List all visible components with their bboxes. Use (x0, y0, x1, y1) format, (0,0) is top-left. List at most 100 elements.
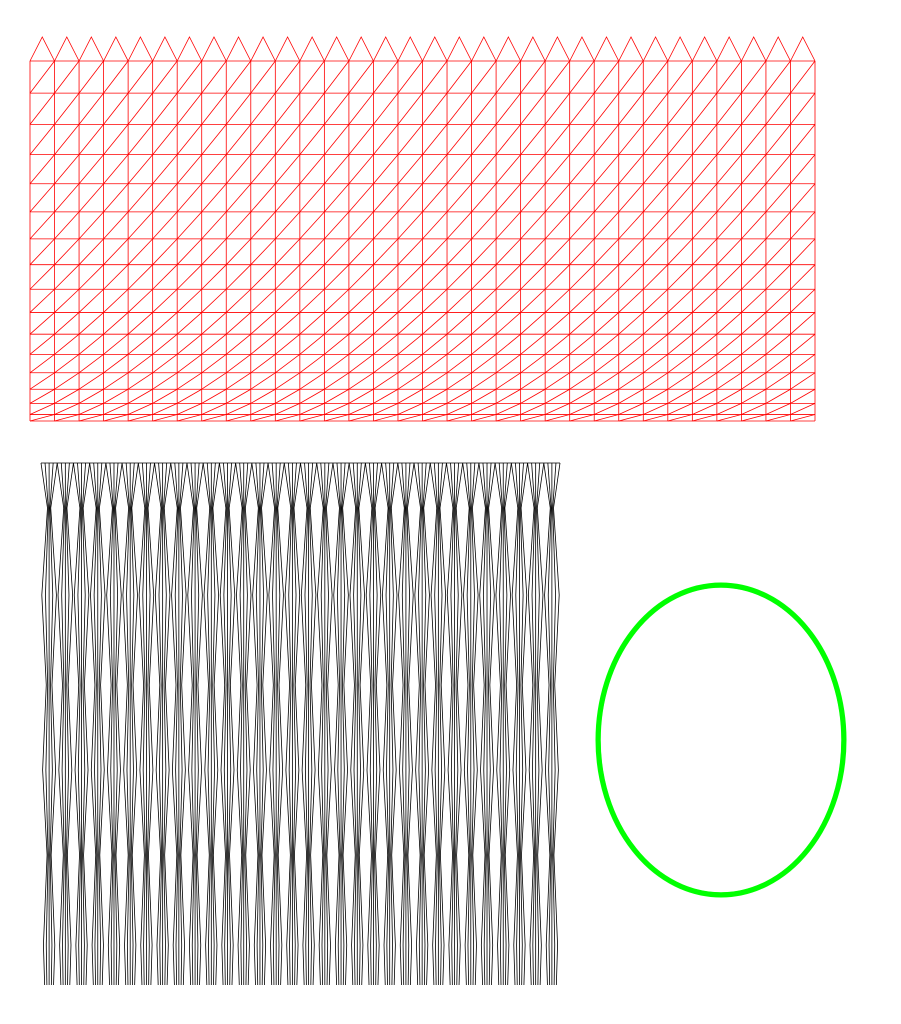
mesh-diagonal (471, 92, 497, 125)
mesh-diagonal (643, 288, 669, 313)
mesh-diagonal (716, 333, 742, 355)
mesh-diagonal (29, 388, 55, 404)
mesh-diagonal (250, 288, 276, 313)
mesh-diagonal (790, 333, 816, 355)
strand-line (131, 462, 139, 986)
strand-line (358, 462, 366, 986)
mesh-cap-triangle (495, 36, 521, 62)
mesh-cap-triangle (446, 36, 472, 62)
mesh-diagonal (618, 124, 644, 155)
mesh-diagonal (790, 288, 816, 313)
strand-line (196, 462, 204, 986)
strand-line (137, 462, 146, 986)
mesh-diagonal (446, 312, 472, 335)
mesh-diagonal (495, 372, 521, 390)
mesh-cap-triangle (225, 36, 252, 62)
strand-line (115, 462, 123, 986)
mesh-diagonal (716, 92, 742, 125)
mesh-diagonal (716, 388, 742, 404)
mesh-diagonal (544, 333, 570, 355)
mesh-diagonal (422, 264, 448, 290)
mesh-diagonal (29, 312, 55, 335)
mesh-diagonal (544, 124, 570, 155)
mesh-diagonal (54, 60, 80, 94)
mesh-diagonal (299, 414, 325, 422)
mesh-diagonal (765, 388, 791, 404)
mesh-diagonal (593, 92, 620, 125)
mesh-diagonal (103, 124, 129, 155)
mesh-diagonal (29, 372, 55, 390)
mesh-diagonal (446, 92, 472, 125)
mesh-diagonal (127, 354, 153, 374)
mesh-diagonal (471, 264, 497, 290)
mesh-diagonal (544, 154, 570, 185)
mesh-diagonal (299, 354, 325, 374)
mesh-diagonal (373, 60, 399, 94)
strand-line (50, 462, 58, 986)
mesh-diagonal (176, 92, 203, 125)
strand-line (300, 462, 308, 986)
mesh-diagonal (103, 183, 129, 213)
mesh-diagonal (103, 92, 129, 125)
mesh-diagonal (593, 154, 620, 185)
mesh-diagonal (446, 333, 472, 355)
mesh-diagonal (275, 333, 301, 355)
mesh-diagonal (618, 92, 644, 125)
mesh-diagonal (520, 238, 546, 265)
mesh-diagonal (716, 402, 742, 415)
strand-line (202, 462, 211, 986)
mesh-diagonal (299, 124, 325, 155)
mesh-diagonal (642, 92, 669, 125)
mesh-diagonal (544, 288, 570, 313)
strand-line (413, 462, 421, 986)
strand-line (429, 462, 438, 986)
mesh-diagonal (765, 372, 791, 390)
strand-line (40, 462, 48, 986)
mesh-diagonal (741, 388, 767, 404)
mesh-diagonal (544, 238, 570, 265)
mesh-diagonal (741, 333, 767, 355)
strand-line (283, 462, 292, 986)
strand-line (332, 462, 340, 986)
mesh-diagonal (667, 60, 693, 94)
strand-line (446, 462, 454, 986)
mesh-diagonal (495, 388, 521, 404)
mesh-diagonal (422, 312, 448, 335)
mesh-diagonal (692, 124, 718, 155)
mesh-diagonal (54, 92, 80, 125)
mesh-diagonal (446, 388, 472, 404)
strand-line (454, 462, 460, 986)
mesh-diagonal (250, 183, 276, 213)
mesh-diagonal (127, 60, 153, 94)
mesh-diagonal (692, 238, 718, 265)
mesh-diagonal (78, 414, 104, 422)
mesh-diagonal (593, 372, 619, 390)
strand-line (433, 462, 438, 986)
mesh-diagonal (765, 264, 791, 290)
mesh-diagonal (593, 238, 620, 265)
mesh-diagonal (520, 414, 546, 422)
mesh-diagonal (397, 211, 423, 240)
strand-line (163, 462, 172, 986)
strand-line (547, 462, 552, 986)
mesh-diagonal (275, 124, 301, 155)
mesh-diagonal (274, 60, 301, 94)
mesh-diagonal (176, 211, 203, 240)
mesh-cap-triangle (691, 36, 718, 62)
mesh-diagonal (78, 312, 104, 335)
mesh-diagonal (594, 414, 619, 422)
mesh-diagonal (422, 333, 448, 355)
strand-line (82, 462, 91, 986)
mesh-diagonal (495, 312, 521, 335)
mesh-diagonal (274, 92, 301, 125)
mesh-diagonal (471, 124, 497, 155)
strand-line (520, 462, 528, 986)
mesh-diagonal (397, 183, 423, 213)
mesh-diagonal (152, 333, 178, 355)
mesh-diagonal (127, 264, 153, 290)
mesh-diagonal (471, 183, 497, 213)
mesh-diagonal (520, 183, 546, 213)
mesh-cap-triangle (397, 36, 423, 62)
mesh-diagonal (569, 414, 595, 422)
mesh-diagonal (471, 354, 497, 374)
